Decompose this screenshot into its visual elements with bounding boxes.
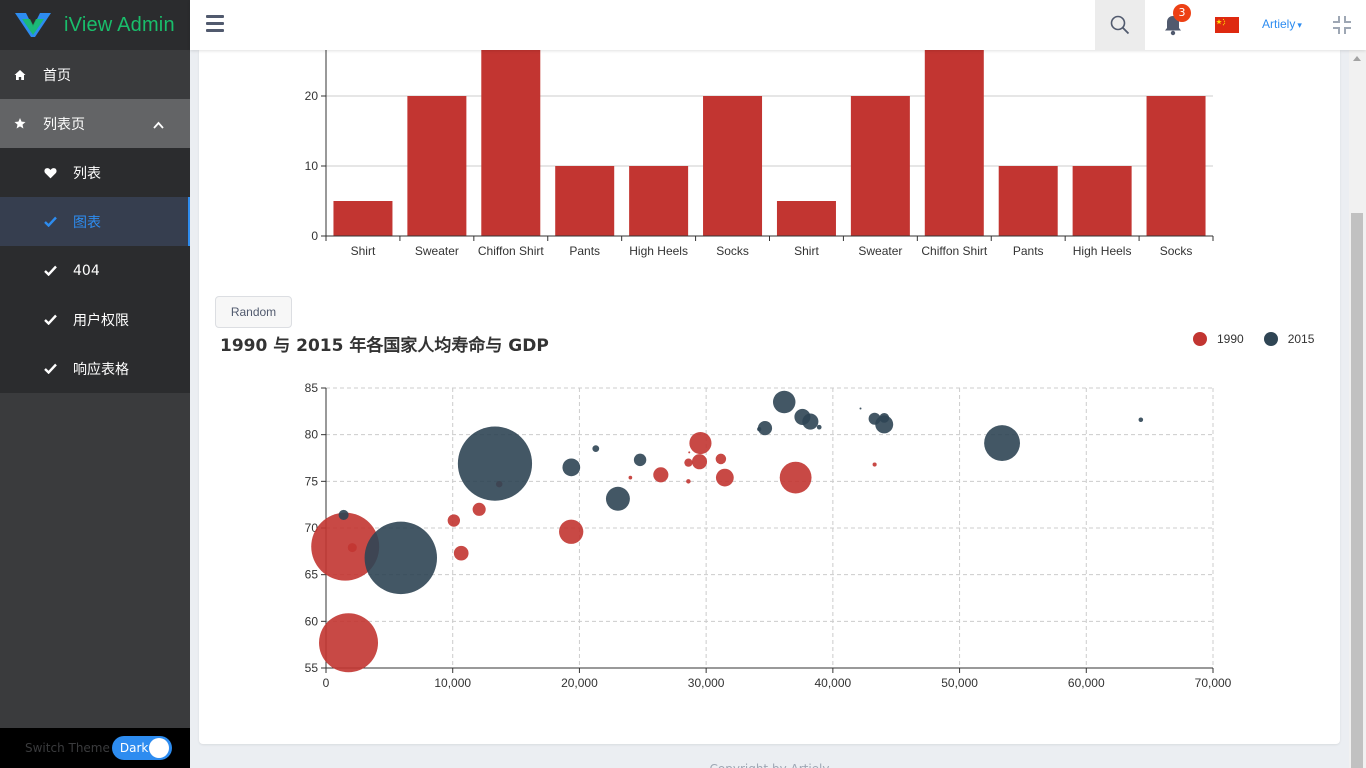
theme-switcher: Switch Theme Dark [0, 728, 190, 768]
sidebar-item-404[interactable]: 404 [0, 246, 190, 295]
bar-y-tick-label: 20 [305, 89, 319, 103]
bar-chart: 0 10 20 Shirt Sweater Chiffon Shirt Pants High … [305, 50, 1214, 258]
sidebar-item-responsive-table[interactable]: 响应表格 [0, 344, 190, 393]
bar-0 [333, 201, 393, 236]
scrollbar-thumb[interactable] [1351, 213, 1363, 768]
legend-swatch-2015[interactable] [1263, 332, 1278, 346]
bar-x-tick-label: Chiffon Shirt [478, 244, 544, 258]
notification-badge: 3 [1173, 4, 1191, 22]
search-icon [1110, 15, 1130, 35]
bar-x-tick-label: Pants [569, 244, 600, 258]
bar-x-tick-label: High Heels [629, 244, 688, 258]
bar-5 [703, 96, 763, 236]
sidebar-item-list-label: 列表 [73, 165, 101, 182]
bar-10 [1072, 166, 1132, 236]
bar-2 [481, 50, 541, 236]
sidebar-item-chart-label: 图表 [73, 214, 101, 231]
check-icon [44, 216, 58, 227]
sidebar-item-chart[interactable]: 图表 [0, 197, 190, 246]
search-button[interactable] [1095, 0, 1145, 50]
toggle-knob [148, 738, 169, 758]
top-header: 3 Artiely ▾ [190, 0, 1366, 50]
theme-label: Switch Theme [25, 741, 110, 755]
theme-toggle-value: Dark [119, 741, 149, 755]
bar-7 [850, 96, 910, 236]
bar-11 [1146, 96, 1206, 236]
scatter-legend: 1990 2015 [1193, 332, 1334, 346]
random-button[interactable]: Random [215, 296, 292, 328]
star-icon [14, 117, 26, 130]
sidebar-item-404-label: 404 [73, 262, 100, 279]
bar-x-tick-label: Shirt [351, 244, 376, 258]
sidebar: iView Admin 首页 列表页 列表 图表 404 [0, 0, 190, 768]
footer-copyright: Copyright by Artiely [190, 744, 1349, 768]
caret-down-icon: ▾ [1297, 20, 1302, 30]
heart-icon [44, 167, 58, 179]
menu-item-list-page-label: 列表页 [43, 116, 85, 133]
home-icon [14, 69, 26, 81]
sidebar-item-list[interactable]: 列表 [0, 148, 190, 197]
app-title: iView Admin [64, 13, 175, 36]
bar-x-tick-label: Pants [1013, 244, 1044, 258]
menu-item-list-page[interactable]: 列表页 [0, 99, 190, 148]
check-icon [44, 265, 58, 276]
china-flag-icon[interactable] [1215, 17, 1239, 33]
bar-x-tick-label: Socks [716, 244, 749, 258]
sidebar-item-responsive-table-label: 响应表格 [73, 361, 129, 378]
menu-item-home-label: 首页 [43, 67, 71, 84]
bar-3 [555, 166, 615, 236]
bar-9 [998, 166, 1058, 236]
legend-swatch-1990[interactable] [1193, 332, 1207, 346]
legend-label-1990[interactable]: 1990 [1217, 332, 1244, 346]
theme-toggle[interactable]: Dark [111, 736, 172, 760]
bar-y-tick-label: 0 [311, 229, 318, 243]
scroll-up-arrow-icon[interactable] [1353, 56, 1361, 61]
bar-x-tick-label: Shirt [794, 244, 819, 258]
bar-x-tick-label: Sweater [415, 244, 459, 258]
bar-6 [776, 201, 836, 236]
legend-label-2015[interactable]: 2015 [1287, 332, 1315, 346]
page-scrollbar[interactable] [1349, 50, 1366, 768]
sidebar-item-permissions-label: 用户权限 [73, 312, 129, 329]
bar-1 [407, 96, 467, 236]
bar-x-tick-label: High Heels [1073, 244, 1132, 258]
bar-4 [629, 166, 689, 236]
bar-x-tick-label: Socks [1160, 244, 1193, 258]
menu-item-home[interactable]: 首页 [0, 50, 190, 99]
exit-fullscreen-icon[interactable] [1332, 15, 1352, 35]
bar-8 [924, 50, 984, 236]
bar-x-tick-label: Chiffon Shirt [921, 244, 987, 258]
logo[interactable]: iView Admin [0, 0, 190, 50]
chevron-up-icon [153, 117, 164, 133]
check-icon [44, 363, 58, 374]
scatter-chart-title: 1990 与 2015 年各国家人均寿命与 GDP [220, 336, 549, 356]
menu-toggle-icon[interactable] [206, 15, 224, 33]
bar-x-tick-label: Sweater [858, 244, 902, 258]
iview-logo-icon [15, 13, 51, 37]
sidebar-item-permissions[interactable]: 用户权限 [0, 295, 190, 344]
bar-y-tick-label: 10 [305, 159, 319, 173]
user-name: Artiely [1262, 17, 1296, 31]
user-menu[interactable]: Artiely ▾ [1262, 17, 1302, 31]
check-icon [44, 314, 58, 325]
